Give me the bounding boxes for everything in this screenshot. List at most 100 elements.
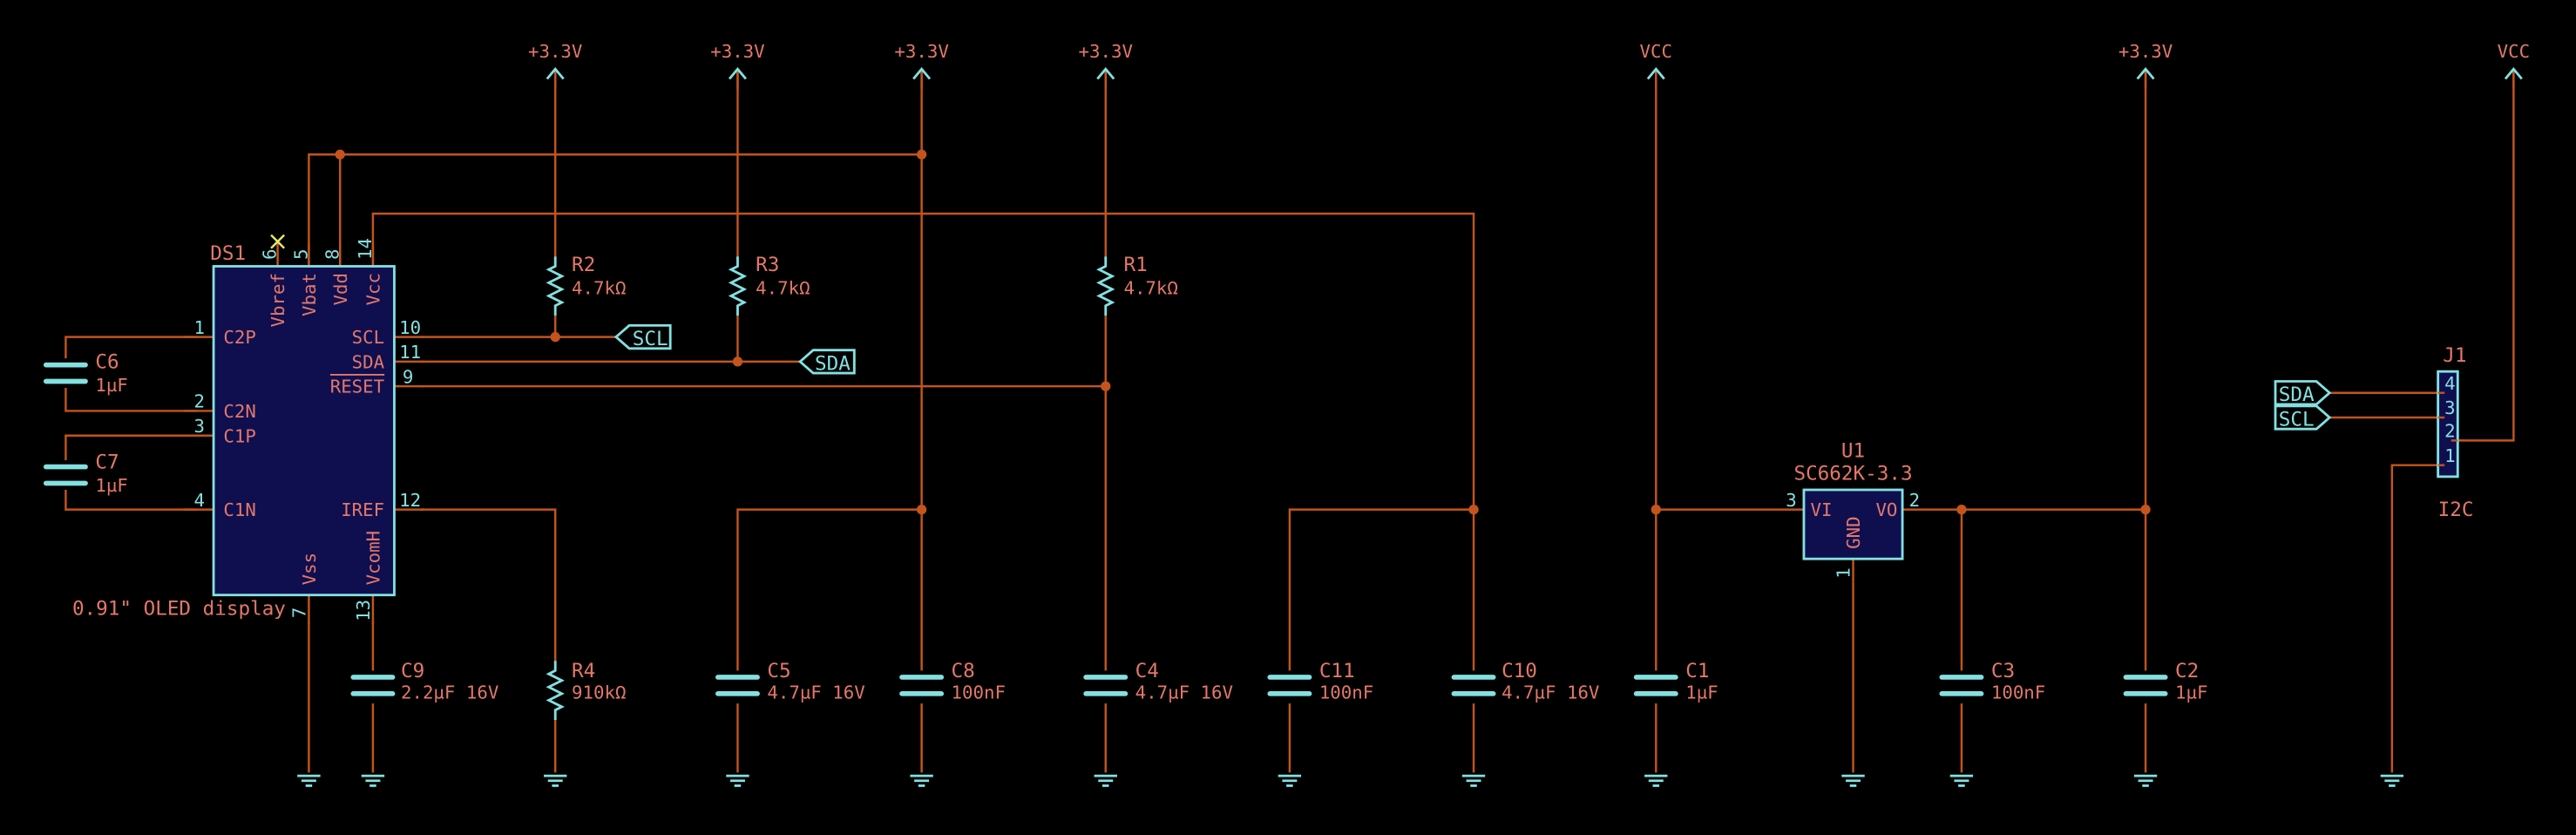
svg-text:2: 2 xyxy=(1909,490,1920,511)
ground-icon xyxy=(2379,774,2405,787)
capacitor-c11[interactable]: C11 100nF xyxy=(1267,660,1373,703)
svg-text:5: 5 xyxy=(291,248,312,259)
svg-text:VcomH: VcomH xyxy=(363,531,383,585)
svg-text:1µF: 1µF xyxy=(95,375,127,396)
svg-text:13: 13 xyxy=(353,600,374,621)
power-3v3-5: +3.3V xyxy=(2118,41,2173,91)
svg-text:100nF: 100nF xyxy=(1991,682,2045,703)
svg-text:1: 1 xyxy=(2444,445,2455,466)
svg-text:100nF: 100nF xyxy=(1319,682,1373,703)
capacitor-c4[interactable]: C4 4.7µF 16V xyxy=(1083,660,1233,703)
svg-text:RESET: RESET xyxy=(330,377,384,397)
svg-text:C3: C3 xyxy=(1991,660,2015,682)
svg-text:C1N: C1N xyxy=(223,499,255,520)
j1-i2c-connector[interactable]: J1 I2C 4 3 2 1 xyxy=(2437,344,2474,521)
svg-text:4.7µF 16V: 4.7µF 16V xyxy=(1502,682,1599,703)
power-vcc-1: VCC xyxy=(1640,41,1672,91)
svg-text:4.7kΩ: 4.7kΩ xyxy=(756,278,810,299)
svg-text:910kΩ: 910kΩ xyxy=(572,682,626,703)
svg-text:+3.3V: +3.3V xyxy=(528,41,582,62)
svg-text:1: 1 xyxy=(1834,567,1854,578)
ground-symbols xyxy=(295,774,2405,787)
svg-text:9: 9 xyxy=(403,366,413,387)
ground-icon xyxy=(724,774,751,787)
svg-text:VCC: VCC xyxy=(2498,41,2530,62)
ground-icon xyxy=(908,774,935,787)
capacitor-c3[interactable]: C3 100nF xyxy=(1939,660,2045,703)
ground-icon xyxy=(542,774,568,787)
svg-text:C1P: C1P xyxy=(223,425,255,446)
svg-text:C5: C5 xyxy=(767,660,790,682)
power-3v3-4: +3.3V xyxy=(1079,41,1133,91)
svg-text:SCL: SCL xyxy=(2279,408,2315,431)
capacitor-c1[interactable]: C1 1µF xyxy=(1633,660,1718,703)
svg-text:4: 4 xyxy=(193,490,204,511)
svg-text:Vdd: Vdd xyxy=(330,273,351,305)
net-label-scl-j1[interactable]: SCL xyxy=(2274,404,2332,431)
svg-text:C2: C2 xyxy=(2175,660,2199,682)
svg-text:4.7kΩ: 4.7kΩ xyxy=(1123,278,1177,299)
svg-text:R1: R1 xyxy=(1123,254,1147,276)
net-label-sda-j1[interactable]: SDA xyxy=(2274,380,2332,407)
resistor-r2[interactable]: R2 4.7kΩ xyxy=(547,254,627,317)
svg-text:8: 8 xyxy=(322,248,342,259)
svg-text:Vbref: Vbref xyxy=(268,273,288,327)
svg-text:1µF: 1µF xyxy=(1685,682,1718,703)
svg-text:C7: C7 xyxy=(95,451,119,473)
ground-icon xyxy=(1277,774,1303,787)
resistor-r1[interactable]: R1 4.7kΩ xyxy=(1097,254,1178,317)
svg-text:+3.3V: +3.3V xyxy=(1079,41,1133,62)
svg-text:VCC: VCC xyxy=(1640,41,1672,62)
capacitor-c5[interactable]: C5 4.7µF 16V xyxy=(715,660,865,703)
net-label-sda[interactable]: SDA xyxy=(797,349,856,376)
power-vcc-2: VCC xyxy=(2498,41,2530,91)
capacitor-c6[interactable]: C6 1µF xyxy=(43,350,128,396)
ds1-ref: DS1 xyxy=(210,242,246,265)
svg-text:C1: C1 xyxy=(1685,660,1709,682)
svg-text:U1: U1 xyxy=(1841,439,1865,462)
svg-text:R3: R3 xyxy=(756,254,779,276)
ground-icon xyxy=(1461,774,1487,787)
svg-text:VO: VO xyxy=(1875,499,1897,520)
power-symbols: +3.3V +3.3V +3.3V +3.3V VCC +3.3V VCC xyxy=(528,41,2530,91)
svg-text:10: 10 xyxy=(399,317,421,338)
ground-icon xyxy=(1949,774,1975,787)
wires xyxy=(64,69,2515,773)
svg-text:GND: GND xyxy=(1843,516,1864,548)
svg-text:6: 6 xyxy=(260,248,281,259)
net-label-scl[interactable]: SCL xyxy=(613,323,672,350)
ground-icon xyxy=(2132,774,2159,787)
svg-text:12: 12 xyxy=(399,490,421,511)
svg-text:4.7µF 16V: 4.7µF 16V xyxy=(767,682,864,703)
svg-text:Vbat: Vbat xyxy=(299,273,320,316)
capacitor-c9[interactable]: C9 2.2µF 16V xyxy=(350,660,498,703)
power-3v3-1: +3.3V xyxy=(528,41,582,91)
svg-text:Vcc: Vcc xyxy=(363,273,383,305)
svg-text:J1: J1 xyxy=(2443,344,2466,367)
svg-text:SCL: SCL xyxy=(352,327,384,348)
ground-icon xyxy=(1093,774,1119,787)
svg-text:11: 11 xyxy=(399,342,421,363)
capacitor-c8[interactable]: C8 100nF xyxy=(899,660,1006,703)
power-3v3-2: +3.3V xyxy=(710,41,765,91)
svg-text:7: 7 xyxy=(289,608,310,618)
svg-text:C11: C11 xyxy=(1319,660,1355,682)
svg-text:SDA: SDA xyxy=(352,351,385,372)
svg-text:VI: VI xyxy=(1810,499,1832,520)
svg-text:3: 3 xyxy=(193,416,204,437)
svg-text:C8: C8 xyxy=(952,660,975,682)
resistor-r3[interactable]: R3 4.7kΩ xyxy=(729,254,810,317)
capacitor-c7[interactable]: C7 1µF xyxy=(43,451,128,496)
svg-text:SCL: SCL xyxy=(633,328,668,350)
capacitor-c2[interactable]: C2 1µF xyxy=(2123,660,2207,703)
u1-regulator[interactable]: U1 SC662K-3.3 VI VO GND 3 2 1 xyxy=(1780,439,1926,582)
capacitor-c10[interactable]: C10 4.7µF 16V xyxy=(1451,660,1599,703)
resistor-r4[interactable]: R4 910kΩ xyxy=(547,659,627,722)
svg-text:+3.3V: +3.3V xyxy=(710,41,764,62)
svg-text:1µF: 1µF xyxy=(2175,682,2207,703)
ds1-oled-display[interactable]: DS1 0.91" OLED display Vbref Vbat Vdd Vc… xyxy=(72,234,424,625)
svg-text:3: 3 xyxy=(1786,490,1796,511)
svg-text:+3.3V: +3.3V xyxy=(2118,41,2173,62)
svg-text:C2N: C2N xyxy=(223,401,255,422)
